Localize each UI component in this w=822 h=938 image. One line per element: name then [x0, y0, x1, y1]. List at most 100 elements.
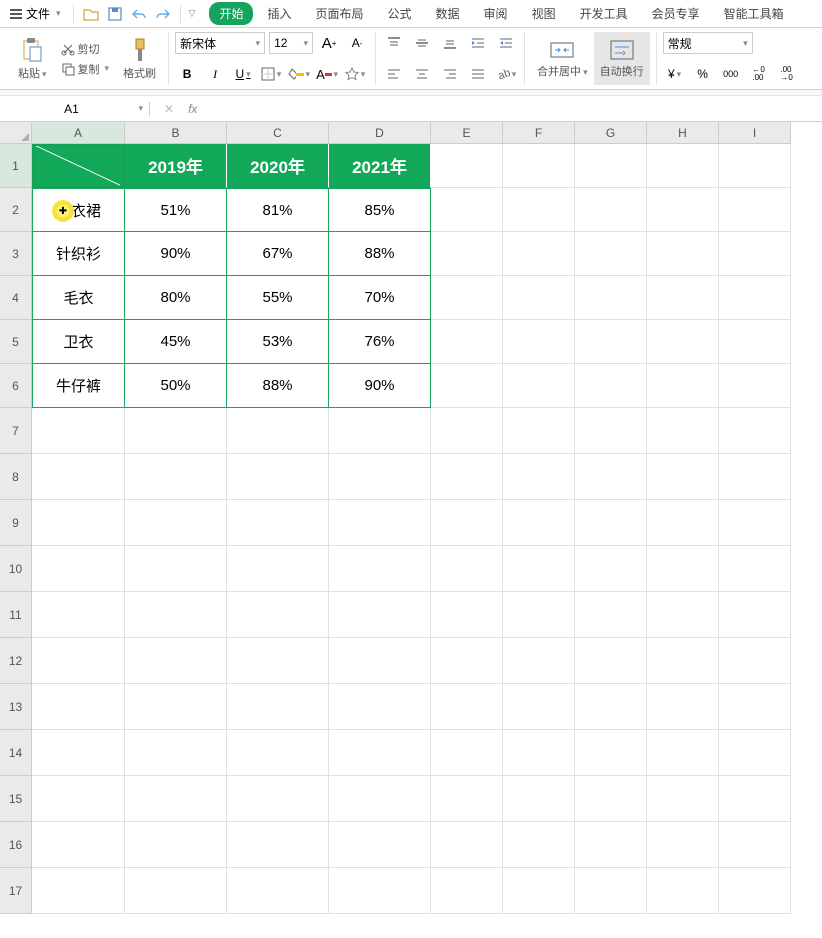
row-header[interactable]: 12: [0, 638, 32, 684]
cell[interactable]: [575, 592, 647, 638]
qat-dropdown[interactable]: ▽: [189, 8, 196, 19]
cell[interactable]: [719, 144, 791, 188]
save-icon[interactable]: [104, 3, 126, 25]
cell[interactable]: 80%: [125, 276, 227, 320]
tab-member[interactable]: 会员专享: [642, 2, 710, 25]
tab-layout[interactable]: 页面布局: [306, 2, 374, 25]
cell[interactable]: [719, 364, 791, 408]
cell[interactable]: [431, 730, 503, 776]
cell[interactable]: [503, 730, 575, 776]
cell[interactable]: [719, 276, 791, 320]
row-header[interactable]: 14: [0, 730, 32, 776]
cell[interactable]: [125, 546, 227, 592]
cell[interactable]: [647, 320, 719, 364]
cell[interactable]: [227, 408, 329, 454]
cell[interactable]: [575, 276, 647, 320]
redo-icon[interactable]: [152, 3, 174, 25]
cell[interactable]: 卫衣: [32, 320, 125, 364]
open-icon[interactable]: [80, 3, 102, 25]
thousands-button[interactable]: 000: [719, 63, 743, 85]
cell[interactable]: [329, 546, 431, 592]
align-center-button[interactable]: [410, 63, 434, 85]
cell[interactable]: [719, 730, 791, 776]
cell[interactable]: [719, 638, 791, 684]
cell[interactable]: 55%: [227, 276, 329, 320]
orientation-button[interactable]: ab▾: [494, 63, 518, 85]
cell[interactable]: [32, 500, 125, 546]
percent-button[interactable]: %: [691, 63, 715, 85]
cell[interactable]: 90%: [125, 232, 227, 276]
cell[interactable]: 2020年: [227, 144, 329, 188]
align-right-button[interactable]: [438, 63, 462, 85]
font-name-select[interactable]: 新宋体▾: [175, 32, 265, 54]
cell[interactable]: [647, 546, 719, 592]
cell[interactable]: 81%: [227, 188, 329, 232]
tab-review[interactable]: 审阅: [474, 2, 518, 25]
underline-button[interactable]: U▾: [231, 63, 255, 85]
cell[interactable]: [431, 454, 503, 500]
fx-icon[interactable]: fx: [188, 102, 197, 116]
row-header[interactable]: 2: [0, 188, 32, 232]
cell[interactable]: [503, 500, 575, 546]
cell[interactable]: 牛仔裤: [32, 364, 125, 408]
fill-color-button[interactable]: ▾: [287, 63, 311, 85]
paste-button[interactable]: 粘贴▾: [12, 35, 53, 83]
align-left-button[interactable]: [382, 63, 406, 85]
justify-button[interactable]: [466, 63, 490, 85]
tab-view[interactable]: 视图: [522, 2, 566, 25]
font-color-button[interactable]: A▾: [315, 63, 339, 85]
cell[interactable]: [719, 320, 791, 364]
cell[interactable]: [719, 592, 791, 638]
row-header[interactable]: 9: [0, 500, 32, 546]
cell[interactable]: [32, 868, 125, 914]
cell[interactable]: [647, 684, 719, 730]
select-all-corner[interactable]: [0, 122, 32, 144]
cell[interactable]: [503, 454, 575, 500]
cell[interactable]: [503, 592, 575, 638]
cell[interactable]: [227, 638, 329, 684]
row-header[interactable]: 7: [0, 408, 32, 454]
cell[interactable]: [647, 144, 719, 188]
cell[interactable]: 2019年: [125, 144, 227, 188]
cell[interactable]: 50%: [125, 364, 227, 408]
cell[interactable]: [575, 776, 647, 822]
cell[interactable]: 76%: [329, 320, 431, 364]
cell[interactable]: [575, 364, 647, 408]
cell[interactable]: [575, 144, 647, 188]
cell[interactable]: [329, 776, 431, 822]
cut-button[interactable]: 剪切: [57, 40, 114, 58]
cell[interactable]: [719, 500, 791, 546]
cell[interactable]: [647, 276, 719, 320]
cell[interactable]: [431, 276, 503, 320]
align-bottom-button[interactable]: [438, 32, 462, 54]
cell[interactable]: [647, 868, 719, 914]
cell[interactable]: [125, 454, 227, 500]
cell[interactable]: [32, 776, 125, 822]
cell[interactable]: [575, 320, 647, 364]
cancel-icon[interactable]: ✕: [164, 102, 174, 116]
tab-smart[interactable]: 智能工具箱: [714, 2, 794, 25]
tab-formula[interactable]: 公式: [378, 2, 422, 25]
name-box-input[interactable]: [46, 102, 96, 116]
cell[interactable]: [125, 592, 227, 638]
cell[interactable]: [575, 232, 647, 276]
cell[interactable]: [125, 684, 227, 730]
cell[interactable]: [719, 868, 791, 914]
cell[interactable]: [227, 500, 329, 546]
row-header[interactable]: 1: [0, 144, 32, 188]
cell[interactable]: [329, 730, 431, 776]
row-header[interactable]: 11: [0, 592, 32, 638]
cell[interactable]: [32, 684, 125, 730]
cell[interactable]: [647, 454, 719, 500]
cell[interactable]: [32, 454, 125, 500]
indent-dec-button[interactable]: [494, 32, 518, 54]
cell[interactable]: [503, 276, 575, 320]
cell[interactable]: 2021年: [329, 144, 431, 188]
cell[interactable]: [125, 868, 227, 914]
cell[interactable]: 67%: [227, 232, 329, 276]
row-header[interactable]: 17: [0, 868, 32, 914]
cell[interactable]: [431, 684, 503, 730]
cell[interactable]: [575, 684, 647, 730]
cell[interactable]: [431, 868, 503, 914]
cell[interactable]: [719, 776, 791, 822]
